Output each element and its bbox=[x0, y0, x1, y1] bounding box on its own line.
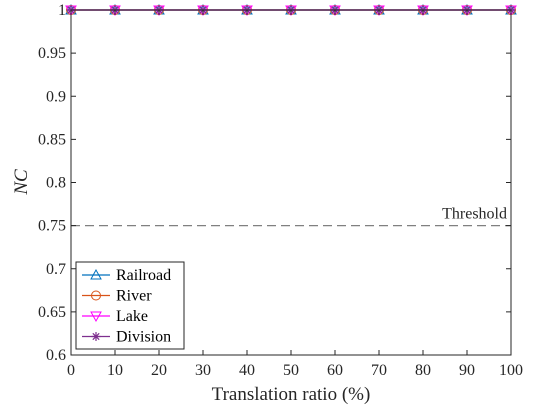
legend-label-railroad: Railroad bbox=[116, 267, 171, 284]
legend-marker-lake bbox=[90, 311, 102, 323]
legend-label-division: Division bbox=[116, 329, 171, 346]
y-tick-label: 0.65 bbox=[38, 304, 66, 321]
x-tick-label: 50 bbox=[283, 362, 299, 379]
legend-label-river: River bbox=[116, 288, 152, 305]
x-tick-label: 90 bbox=[459, 362, 475, 379]
legend-item-lake: Lake bbox=[82, 308, 148, 325]
x-tick-label: 10 bbox=[107, 362, 123, 379]
y-tick-label: 0.75 bbox=[38, 218, 66, 235]
y-tick-label: 0.8 bbox=[46, 175, 66, 192]
legend-item-river: River bbox=[82, 288, 152, 305]
x-tick-label: 0 bbox=[67, 362, 75, 379]
legend-item-division: Division bbox=[82, 329, 171, 346]
x-tick-label: 20 bbox=[151, 362, 167, 379]
x-axis-title: Translation ratio (%) bbox=[212, 384, 371, 405]
x-tick-label: 70 bbox=[371, 362, 387, 379]
y-axis-title: NC bbox=[11, 169, 32, 196]
y-tick-label: 1 bbox=[58, 2, 66, 19]
legend-marker-river bbox=[91, 290, 101, 301]
legend-marker-division bbox=[91, 332, 101, 341]
x-tick-label: 80 bbox=[415, 362, 431, 379]
y-tick-label: 0.9 bbox=[46, 88, 66, 105]
legend-label-lake: Lake bbox=[116, 308, 148, 325]
legend-item-railroad: Railroad bbox=[82, 267, 171, 284]
y-tick-label: 0.6 bbox=[46, 347, 66, 364]
x-tick-label: 100 bbox=[499, 362, 523, 379]
y-tick-label: 0.7 bbox=[46, 261, 66, 278]
legend-marker-railroad bbox=[90, 268, 102, 280]
y-tick-label: 0.95 bbox=[38, 45, 66, 62]
y-tick-label: 0.85 bbox=[38, 131, 66, 148]
legend: Railroad River Lake Division bbox=[75, 261, 185, 350]
x-tick-label: 30 bbox=[195, 362, 211, 379]
x-tick-label: 40 bbox=[239, 362, 255, 379]
threshold-label: Threshold bbox=[442, 206, 507, 223]
x-tick-label: 60 bbox=[327, 362, 343, 379]
